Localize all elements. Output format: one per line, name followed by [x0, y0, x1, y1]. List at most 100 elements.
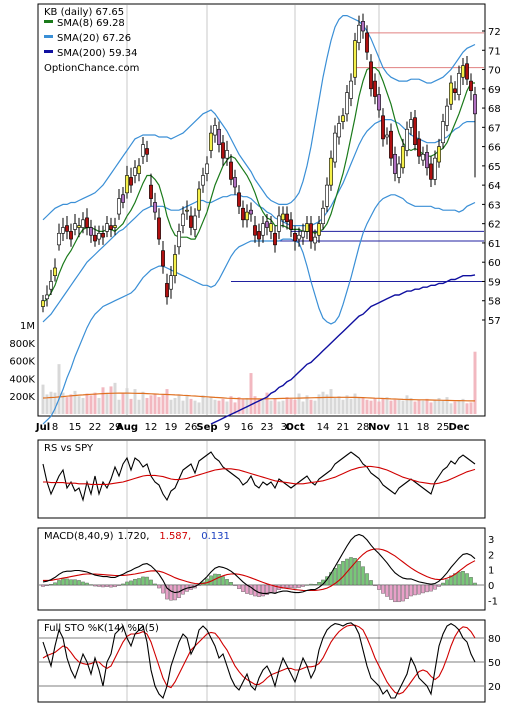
candle-body [129, 177, 133, 186]
macd-histogram-bar [93, 584, 97, 587]
macd-histogram-bar [281, 584, 285, 589]
price-tick-label: 72 [488, 27, 501, 38]
volume-bar [417, 399, 421, 414]
macd-histogram-bar [449, 575, 453, 586]
price-tick-label: 64 [488, 181, 501, 192]
candle-body [261, 223, 265, 236]
date-label: 22 [89, 422, 102, 433]
candle-body [161, 250, 165, 267]
candle-body [433, 157, 437, 180]
volume-bar [169, 399, 173, 414]
macd-histogram-bar [221, 576, 225, 586]
volume-tick-label: 600K [9, 357, 35, 368]
volume-bar [97, 397, 101, 414]
macd-tick-label: 2 [488, 550, 494, 561]
candle-body [117, 198, 121, 215]
chart-title: KB (daily) 67.65 [44, 7, 124, 18]
volume-bar [193, 400, 197, 414]
date-label: 19 [165, 422, 178, 433]
volume-bar [409, 397, 413, 414]
candle-body [373, 80, 377, 97]
volume-bar [397, 398, 401, 414]
macd-histogram-bar [381, 584, 385, 594]
candle-body [469, 80, 473, 92]
volume-bar [49, 391, 53, 414]
volume-bar [353, 393, 357, 414]
candle-body [53, 267, 57, 276]
candle-body [213, 125, 217, 136]
macd-histogram-bar [241, 584, 245, 592]
volume-bar [445, 397, 449, 414]
volume-bar [205, 397, 209, 414]
candle-body [293, 233, 297, 242]
volume-bar [421, 400, 425, 414]
candle-body [277, 215, 281, 232]
macd-histogram-bar [401, 584, 405, 602]
volume-bar [249, 373, 253, 414]
candle-body [421, 154, 425, 161]
macd-signal-line [43, 548, 476, 592]
macd-histogram-bar [233, 584, 237, 586]
sto-lines [42, 622, 476, 700]
volume-bar [165, 389, 169, 414]
volume-bar [337, 396, 341, 414]
volume-bar [461, 398, 465, 414]
macd-histogram-bar [377, 584, 381, 590]
rs-panel: RS vs SPY [37, 439, 486, 519]
legend-sma8: SMA(8) 69.28 [57, 18, 125, 29]
candle-body [249, 209, 253, 215]
candle-body [125, 175, 129, 194]
macd-histogram-bar [457, 571, 461, 586]
candle-body [357, 24, 361, 43]
candle-body [177, 231, 181, 248]
volume-bar [189, 398, 193, 414]
macd-histogram-bar [445, 579, 449, 586]
macd-histogram-bar [337, 564, 341, 586]
sto-axis-ticks: 20 50 80 [488, 634, 501, 693]
volume-bar [453, 401, 457, 414]
volume-bar [69, 394, 73, 414]
candle-body [453, 88, 457, 93]
candle-body [269, 223, 273, 232]
macd-histogram-bar [349, 557, 353, 586]
price-tick-label: 68 [488, 104, 501, 115]
macd-histogram-bar [225, 579, 229, 586]
macd-histogram-bar [317, 582, 321, 586]
candle-body [297, 234, 301, 240]
watermark: OptionChance.com [44, 63, 139, 74]
volume-bar [261, 399, 265, 414]
volume-bar [285, 397, 289, 414]
candle-body [337, 123, 341, 138]
volume-bar [273, 398, 277, 414]
volume-bar [173, 397, 177, 414]
candle-body [141, 144, 145, 157]
volume-bar [349, 398, 353, 414]
candle-body [365, 32, 369, 53]
volume-bar [257, 398, 261, 414]
volume-tick-label: 800K [9, 339, 35, 350]
volume-bar [381, 398, 385, 414]
candle-body [89, 227, 93, 236]
candle-body [173, 254, 177, 276]
macd-histogram-bar [389, 584, 393, 600]
volume-bar [153, 393, 157, 414]
volume-bar [365, 399, 369, 414]
macd-hist-value: 0.131 [201, 531, 230, 542]
macd-histogram-bar [161, 584, 165, 594]
macd-histogram-bar [301, 584, 305, 587]
volume-bar [53, 392, 57, 414]
candle-body [233, 177, 237, 188]
macd-axis-ticks: -1 0 1 2 3 [488, 535, 498, 607]
volume-bar [309, 399, 313, 414]
macd-histogram-bar [421, 584, 425, 594]
date-label: 30 [281, 422, 294, 433]
macd-histogram-bar [77, 580, 81, 586]
date-label: Aug [116, 422, 138, 433]
legend-swatch-sma8 [44, 20, 53, 23]
volume-bar [357, 397, 361, 414]
volume-bar [429, 402, 433, 414]
candle-body [85, 217, 89, 228]
macd-histogram-bar [129, 580, 133, 586]
